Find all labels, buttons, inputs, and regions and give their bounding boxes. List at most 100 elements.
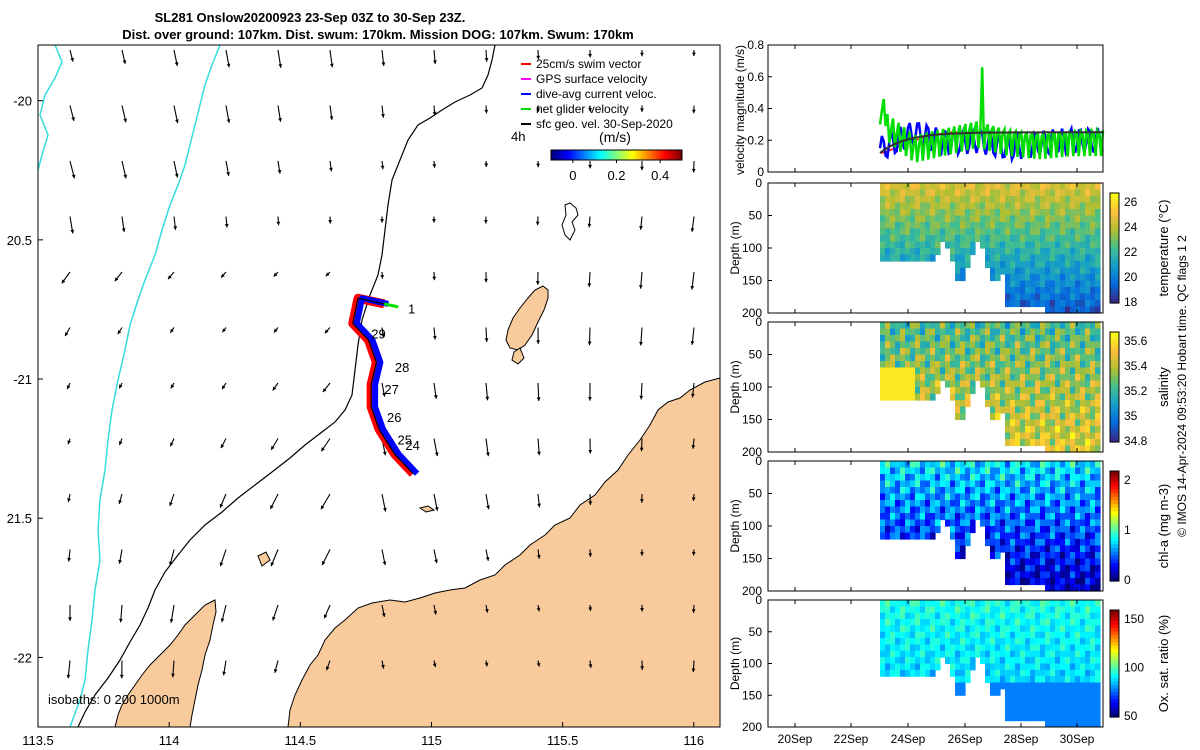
section-cell [965, 241, 971, 249]
section-cell [905, 480, 911, 488]
section-cell [1080, 695, 1086, 703]
section-cell [1065, 280, 1071, 288]
section-cell [1010, 439, 1016, 447]
section-cell [1060, 293, 1066, 301]
section-cell [945, 354, 951, 362]
velocity-arrow-head [118, 441, 123, 446]
section-cell [1085, 426, 1091, 434]
section-cell [1045, 720, 1051, 728]
section-cell [1095, 474, 1101, 482]
section-cell [905, 500, 911, 508]
section-cell [895, 367, 901, 375]
colorbar-segment [653, 150, 657, 160]
section-cell [965, 474, 971, 482]
section-cell [895, 500, 901, 508]
section-cell [1070, 235, 1076, 243]
section-cell [1010, 293, 1016, 301]
section-cell [995, 354, 1001, 362]
section-cell [910, 669, 916, 677]
section-cell [895, 526, 901, 534]
section-cell [910, 374, 916, 382]
section-cell [1075, 419, 1081, 427]
section-cell [1030, 612, 1036, 620]
section-cell [1085, 695, 1091, 703]
velocity-arrow-head [174, 173, 179, 178]
colorbar-segment [627, 150, 631, 160]
section-cell [975, 215, 981, 223]
colorbar-segment [609, 150, 613, 160]
section-cell [885, 506, 891, 514]
section-cell [1075, 695, 1081, 703]
section-colorbar-tick-label: 35.6 [1124, 334, 1148, 348]
section-cell [1065, 600, 1071, 607]
section-cell [925, 354, 931, 362]
section-cell [1090, 519, 1096, 527]
velocity-arrow-head [432, 111, 437, 116]
section-cell [1035, 519, 1041, 527]
velocity-arrow-head [432, 335, 437, 340]
section-cell [1095, 367, 1101, 375]
colorbar-segment [588, 150, 591, 160]
section-colorbar-segment [1110, 699, 1119, 704]
velocity-arrow-head [272, 616, 276, 621]
section-colorbar-segment [1110, 507, 1119, 512]
section-cell [900, 638, 906, 645]
section-cell [1020, 209, 1026, 217]
section-cell [1080, 361, 1086, 369]
section-cell [1085, 526, 1091, 534]
section-cell [1015, 676, 1021, 684]
section-cell [1000, 619, 1006, 626]
section-cell [905, 606, 911, 614]
section-colorbar-segment [1110, 663, 1119, 668]
section-cell [1000, 228, 1006, 236]
section-cell [1060, 248, 1066, 256]
section-cell [1045, 261, 1051, 269]
section-cell [920, 619, 926, 626]
section-cell [1000, 682, 1006, 690]
velocity-arrow-head [484, 608, 489, 613]
section-cell [1095, 552, 1101, 560]
section-cell [885, 650, 891, 658]
section-cell [1090, 650, 1096, 658]
colorbar-segment [559, 150, 563, 160]
section-cell [980, 625, 986, 633]
section-cell [1070, 467, 1076, 475]
section-cell [975, 222, 981, 230]
section-cell [880, 487, 886, 495]
section-cell [1050, 701, 1056, 709]
section-cell [1040, 487, 1046, 495]
section-cell [1040, 354, 1046, 362]
section-cell [995, 235, 1001, 243]
section-cell [890, 183, 896, 191]
section-cell [1005, 657, 1011, 664]
section-cell [900, 663, 906, 671]
section-cell [900, 393, 906, 401]
section-colorbar-segment [1110, 204, 1119, 209]
section-cell [1080, 196, 1086, 204]
section-cell [1040, 189, 1046, 197]
section-cell [965, 374, 971, 382]
section-cell [1090, 506, 1096, 514]
section-cell [920, 254, 926, 262]
section-cell [910, 619, 916, 626]
section-cell [945, 235, 951, 243]
section-cell [950, 474, 956, 482]
section-cell [1060, 669, 1066, 677]
section-cell [910, 387, 916, 395]
section-cell [1035, 328, 1041, 336]
section-cell [890, 241, 896, 249]
section-colorbar-segment [1110, 398, 1119, 403]
section-cell [1015, 565, 1021, 573]
section-cell [950, 228, 956, 236]
section-cell [970, 228, 976, 236]
section-cell [930, 500, 936, 508]
section-cell [950, 322, 956, 330]
section-cell [1015, 209, 1021, 217]
section-cell [1035, 267, 1041, 275]
section-cell [960, 467, 966, 475]
section-cell [1075, 558, 1081, 566]
section-cell [900, 380, 906, 388]
section-cell [920, 215, 926, 223]
section-cell [885, 354, 891, 362]
section-cell [1095, 393, 1101, 401]
